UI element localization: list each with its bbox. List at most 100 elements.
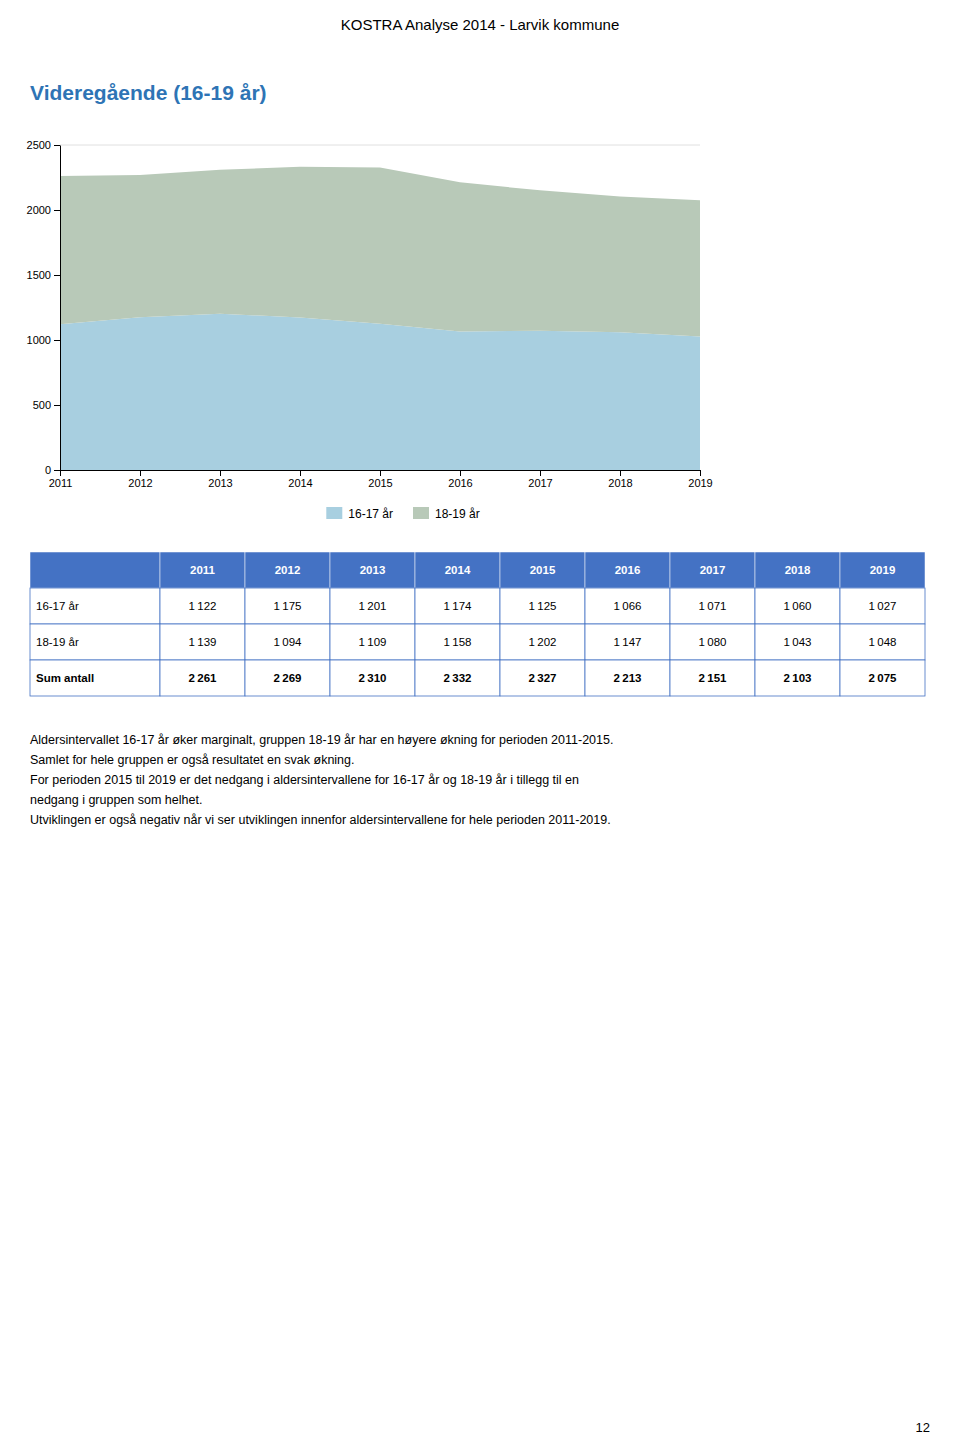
table-header-cell bbox=[415, 552, 500, 588]
tick: 2016 bbox=[448, 470, 472, 489]
tick: 2000 bbox=[27, 204, 60, 216]
table-value: 2 332 bbox=[444, 672, 472, 684]
axis-domain bbox=[60, 146, 61, 471]
table-header-cell bbox=[245, 552, 330, 588]
page: KOSTRA Analyse 2014 - Larvik kommuneVide… bbox=[0, 0, 960, 1450]
table-value: 1 147 bbox=[614, 636, 642, 648]
table-header-label: 2017 bbox=[700, 564, 726, 576]
table-value: 2 103 bbox=[784, 672, 812, 684]
paragraph-line: For perioden 2015 til 2019 er det nedgan… bbox=[30, 773, 579, 787]
tick: 2500 bbox=[27, 139, 60, 151]
table-cell bbox=[670, 588, 755, 624]
table-header-cell bbox=[160, 552, 245, 588]
legend-swatch bbox=[413, 507, 429, 519]
table-cell bbox=[330, 660, 415, 696]
table-cell bbox=[585, 588, 670, 624]
table-value: 1 202 bbox=[529, 636, 557, 648]
table-header-label: 2013 bbox=[360, 564, 386, 576]
table-cell bbox=[670, 624, 755, 660]
table-cell bbox=[330, 624, 415, 660]
tick: 2014 bbox=[288, 470, 312, 489]
legend: 16-17 år18-19 år bbox=[326, 507, 479, 521]
tick-label: 2014 bbox=[288, 477, 312, 489]
tick-mark bbox=[300, 470, 301, 476]
table-header-label: 2011 bbox=[190, 564, 216, 576]
tick-label: 2019 bbox=[688, 477, 712, 489]
table-cell bbox=[415, 588, 500, 624]
x-axis: 201120122013201420152016201720182019 bbox=[49, 470, 713, 489]
table-header-label: 2016 bbox=[615, 564, 641, 576]
tick-label: 2000 bbox=[27, 204, 51, 216]
tick-label: 2015 bbox=[368, 477, 392, 489]
grid bbox=[60, 145, 700, 470]
table-cell bbox=[755, 588, 840, 624]
table-row-label: 18-19 år bbox=[36, 636, 79, 648]
area bbox=[60, 314, 700, 470]
tick-mark bbox=[54, 470, 60, 471]
table-value: 2 213 bbox=[614, 672, 642, 684]
table-value: 2 269 bbox=[274, 672, 302, 684]
table-value: 1 174 bbox=[444, 600, 472, 612]
table-header-cell bbox=[670, 552, 755, 588]
tick-mark bbox=[54, 275, 60, 276]
table-value: 2 310 bbox=[359, 672, 387, 684]
tick-label: 2013 bbox=[208, 477, 232, 489]
table-value: 1 060 bbox=[784, 600, 812, 612]
table-value: 1 066 bbox=[614, 600, 642, 612]
table-value: 1 094 bbox=[274, 636, 302, 648]
table-header-cell bbox=[755, 552, 840, 588]
table-value: 2 151 bbox=[699, 672, 727, 684]
table-value: 1 048 bbox=[869, 636, 897, 648]
table-header-label: 2019 bbox=[870, 564, 896, 576]
tick: 500 bbox=[33, 399, 60, 411]
table-cell bbox=[500, 660, 585, 696]
tick-mark bbox=[460, 470, 461, 476]
tick-label: 2018 bbox=[608, 477, 632, 489]
legend-label: 16-17 år bbox=[348, 507, 393, 521]
table-header-cell bbox=[585, 552, 670, 588]
table-cell bbox=[500, 588, 585, 624]
tick: 2011 bbox=[49, 470, 73, 489]
table-value: 1 158 bbox=[444, 636, 472, 648]
tick-mark bbox=[540, 470, 541, 476]
table-header-cell bbox=[500, 552, 585, 588]
table-cell bbox=[670, 660, 755, 696]
paragraph-line: nedgang i gruppen som helhet. bbox=[30, 793, 202, 807]
tick-mark bbox=[140, 470, 141, 476]
table-cell bbox=[160, 588, 245, 624]
table-header-label: 2015 bbox=[530, 564, 556, 576]
table-cell bbox=[755, 624, 840, 660]
page-number: 12 bbox=[916, 1420, 930, 1435]
table-cell bbox=[840, 624, 925, 660]
tick-mark bbox=[54, 145, 60, 146]
tick-label: 2011 bbox=[49, 477, 73, 489]
tick-mark bbox=[620, 470, 621, 476]
table-cell bbox=[840, 660, 925, 696]
table-value: 1 201 bbox=[359, 600, 387, 612]
table-value: 1 139 bbox=[189, 636, 217, 648]
table-value: 1 109 bbox=[359, 636, 387, 648]
table-cell bbox=[245, 660, 330, 696]
tick: 2015 bbox=[368, 470, 392, 489]
paragraph-line: Utviklingen er også negativ når vi ser u… bbox=[30, 813, 611, 827]
legend-swatch bbox=[326, 507, 342, 519]
paragraph: Aldersintervallet 16-17 år øker marginal… bbox=[30, 733, 613, 827]
table-cell bbox=[30, 624, 160, 660]
table-header-label: 2018 bbox=[785, 564, 811, 576]
table-cell bbox=[245, 588, 330, 624]
tick-mark bbox=[220, 470, 221, 476]
tick-label: 2500 bbox=[27, 139, 51, 151]
table-value: 2 261 bbox=[189, 672, 217, 684]
table-row-label: 16-17 år bbox=[36, 600, 79, 612]
legend-item: 16-17 år bbox=[326, 507, 393, 521]
y-axis: 05001000150020002500 bbox=[27, 139, 61, 476]
grid-line bbox=[60, 145, 700, 146]
tick-label: 2012 bbox=[128, 477, 152, 489]
tick: 2013 bbox=[208, 470, 232, 489]
tick: 0 bbox=[45, 464, 60, 476]
table-cell bbox=[840, 588, 925, 624]
table-cell bbox=[585, 660, 670, 696]
table-cell bbox=[585, 624, 670, 660]
areas bbox=[60, 167, 700, 470]
table-header-cell bbox=[840, 552, 925, 588]
